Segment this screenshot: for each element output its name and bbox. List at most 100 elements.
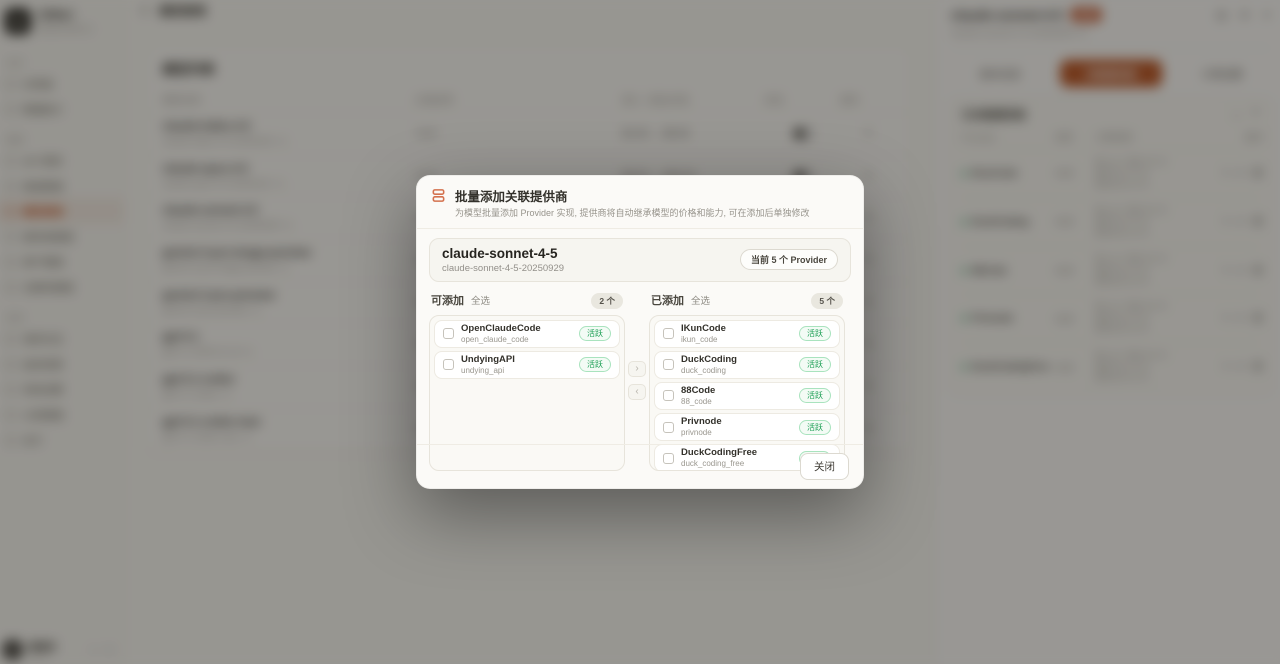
delete-provider-icon[interactable]: 🗑 <box>1251 264 1264 275</box>
drawer-settings-icon[interactable]: ⚙ <box>1239 8 1250 21</box>
nav-item-label: 兑换码管理 <box>22 283 74 295</box>
batch-add-icon <box>431 188 446 208</box>
edit-provider-icon[interactable]: ✎ <box>1222 167 1231 179</box>
edit-model-icon[interactable]: ✎ <box>864 128 873 140</box>
sidebar-item[interactable]: 请求日志 <box>0 326 123 351</box>
delete-provider-icon[interactable]: 🗑 <box>1251 313 1264 324</box>
edit-model-icon[interactable]: ✎ <box>864 297 873 309</box>
edit-model-icon[interactable]: ✎ <box>864 254 873 267</box>
model-detail-drawer: claude-sonnet-4-5 启用 ▤ ⚙ ✕ claude-sonnet… <box>933 0 1280 664</box>
drawer-close-icon[interactable]: ✕ <box>1262 8 1272 21</box>
added-provider-item[interactable]: DuckCoding duck_coding 活跃 <box>654 350 840 379</box>
provider-checkbox[interactable] <box>663 359 674 371</box>
sidebar-item[interactable]: 公告管理 <box>0 402 123 427</box>
col-model-name: 模型名称 <box>162 95 201 107</box>
provider-status-badge: 活跃 <box>799 326 831 342</box>
model-name: gpt-5.1-codex <box>162 373 235 386</box>
close-button[interactable]: 关闭 <box>800 453 849 480</box>
sidebar-item[interactable]: 数据统计 <box>0 96 123 121</box>
model-name: claude-haiku-4-5 <box>162 120 251 133</box>
available-count-badge: 2 个 <box>591 292 623 309</box>
added-provider-item[interactable]: 88Code 88_code 活跃 <box>654 381 840 411</box>
drawer-tab[interactable]: 关联提供商 <box>1059 59 1163 88</box>
available-provider-item[interactable]: OpenClaudeCode open_claude_code 活跃 <box>434 319 620 348</box>
menu-icon[interactable]: ☰ <box>140 5 150 17</box>
nav-item-icon <box>5 409 16 420</box>
edit-model-icon[interactable]: ✎ <box>864 339 873 351</box>
provider-checkbox[interactable] <box>443 328 454 340</box>
sidebar-item[interactable]: 模型管理 <box>0 198 123 224</box>
billing-line: 缓存读 $0.30 /M <box>1095 275 1149 285</box>
delete-provider-icon[interactable]: 🗑 <box>1251 361 1264 372</box>
col-price: 输入 / 输出价格 <box>622 95 689 107</box>
refresh-providers-icon[interactable]: ⟳ <box>1251 107 1261 119</box>
provider-name: Privnode <box>971 313 1014 325</box>
model-rate: ×1.0 <box>415 128 436 140</box>
sidebar-user[interactable]: 管 管理员 admin ◐ ⇤ <box>2 639 115 660</box>
sidebar-item[interactable]: 仪表盘 <box>0 71 123 96</box>
provider-checkbox[interactable] <box>663 452 674 464</box>
provider-rate: ×1.0 <box>1054 313 1073 324</box>
model-table-row[interactable]: claude-haiku-4-5 claude-haiku-4-5-202510… <box>146 112 912 154</box>
move-right-button[interactable]: › <box>628 360 646 377</box>
app-tagline: 模型聚合管理平台 <box>37 26 93 34</box>
user-role: admin <box>28 652 49 660</box>
delete-provider-icon[interactable]: 🗑 <box>1251 167 1264 179</box>
move-left-button[interactable]: ‹ <box>628 383 646 400</box>
edit-model-icon[interactable]: ✎ <box>864 423 873 435</box>
billing-line: 缓存写 $3.75 /M <box>1095 264 1149 274</box>
sidebar-item[interactable]: 用户管理 <box>0 249 123 274</box>
nav-item-label: 仪表盘 <box>22 80 54 92</box>
provider-checkbox[interactable] <box>663 390 674 402</box>
available-provider-item[interactable]: UndyingAPI undying_api 活跃 <box>434 350 620 379</box>
edit-provider-icon[interactable]: ✎ <box>1222 313 1231 324</box>
drawer-tab[interactable]: 计费设置 <box>1201 69 1243 82</box>
edit-provider-icon[interactable]: ✎ <box>1222 264 1231 275</box>
provider-checkbox[interactable] <box>443 359 454 371</box>
sync-provider-icon[interactable]: ⟳ <box>1237 167 1245 179</box>
edit-model-icon[interactable]: ✎ <box>864 212 873 224</box>
edit-provider-icon[interactable]: ✎ <box>1222 361 1231 372</box>
provider-row: IKunCode ×1.0 输入 $3 · 输出 $15 /M 缓存写 $3.7… <box>961 148 1264 197</box>
available-select-all[interactable]: 全选 <box>471 295 491 307</box>
sync-provider-icon[interactable]: ⟳ <box>1237 264 1245 275</box>
page-title: 模型管理 <box>159 6 206 19</box>
provider-item-id: ikun_code <box>681 334 718 344</box>
theme-toggle-icon[interactable]: ◐ <box>91 644 98 656</box>
sidebar-item[interactable]: 监控告警 <box>0 351 123 376</box>
drawer-tab[interactable]: 基本信息 <box>979 69 1021 82</box>
copy-icon[interactable]: ⧉ <box>1079 27 1086 38</box>
edit-model-icon[interactable]: ✎ <box>864 170 873 182</box>
batch-add-provider-modal: 批量添加关联提供商 为模型批量添加 Provider 实现, 提供商将自动继承模… <box>416 175 864 489</box>
sidebar-item[interactable]: 关于 <box>0 427 123 452</box>
added-provider-item[interactable]: IKunCode ikun_code 活跃 <box>654 319 840 348</box>
model-name: claude-opus-4-5 <box>162 162 248 175</box>
sidebar-item[interactable]: API 密钥 <box>0 148 123 173</box>
delete-provider-icon[interactable]: 🗑 <box>1251 216 1264 227</box>
provider-checkbox[interactable] <box>663 328 674 340</box>
added-select-all[interactable]: 全选 <box>691 295 711 307</box>
drawer-grid-icon[interactable]: ▤ <box>1216 8 1227 21</box>
edit-provider-icon[interactable]: ✎ <box>1222 216 1231 227</box>
billing-line: 输入 $3 · 输出 $15 /M <box>1095 302 1167 312</box>
sidebar-item[interactable]: 兑换码管理 <box>0 274 123 299</box>
model-status-toggle[interactable] <box>793 128 812 140</box>
provider-checkbox[interactable] <box>663 421 674 433</box>
nav-item-icon <box>5 256 16 267</box>
add-provider-icon[interactable]: ＋ <box>1231 111 1242 123</box>
provider-name: 88Code <box>971 264 1007 276</box>
col-actions: 操作 <box>840 95 860 107</box>
topbar: ☰ 模型管理 <box>124 0 934 26</box>
sync-provider-icon[interactable]: ⟳ <box>1237 361 1245 372</box>
drawer-title: claude-sonnet-4-5 <box>950 7 1064 23</box>
col-billing: 计费说明 <box>1095 132 1132 143</box>
sync-provider-icon[interactable]: ⟳ <box>1237 313 1245 324</box>
sidebar-item[interactable]: 系统设置 <box>0 377 123 402</box>
collapse-sidebar-icon[interactable]: ⇤ <box>106 644 115 656</box>
edit-model-icon[interactable]: ✎ <box>864 381 873 393</box>
sidebar-item[interactable]: 提供商管理 <box>0 224 123 249</box>
sync-provider-icon[interactable]: ⟳ <box>1237 216 1245 227</box>
sidebar-item[interactable]: 渠道管理 <box>0 173 123 198</box>
added-provider-item[interactable]: Privnode privnode 活跃 <box>654 413 840 442</box>
